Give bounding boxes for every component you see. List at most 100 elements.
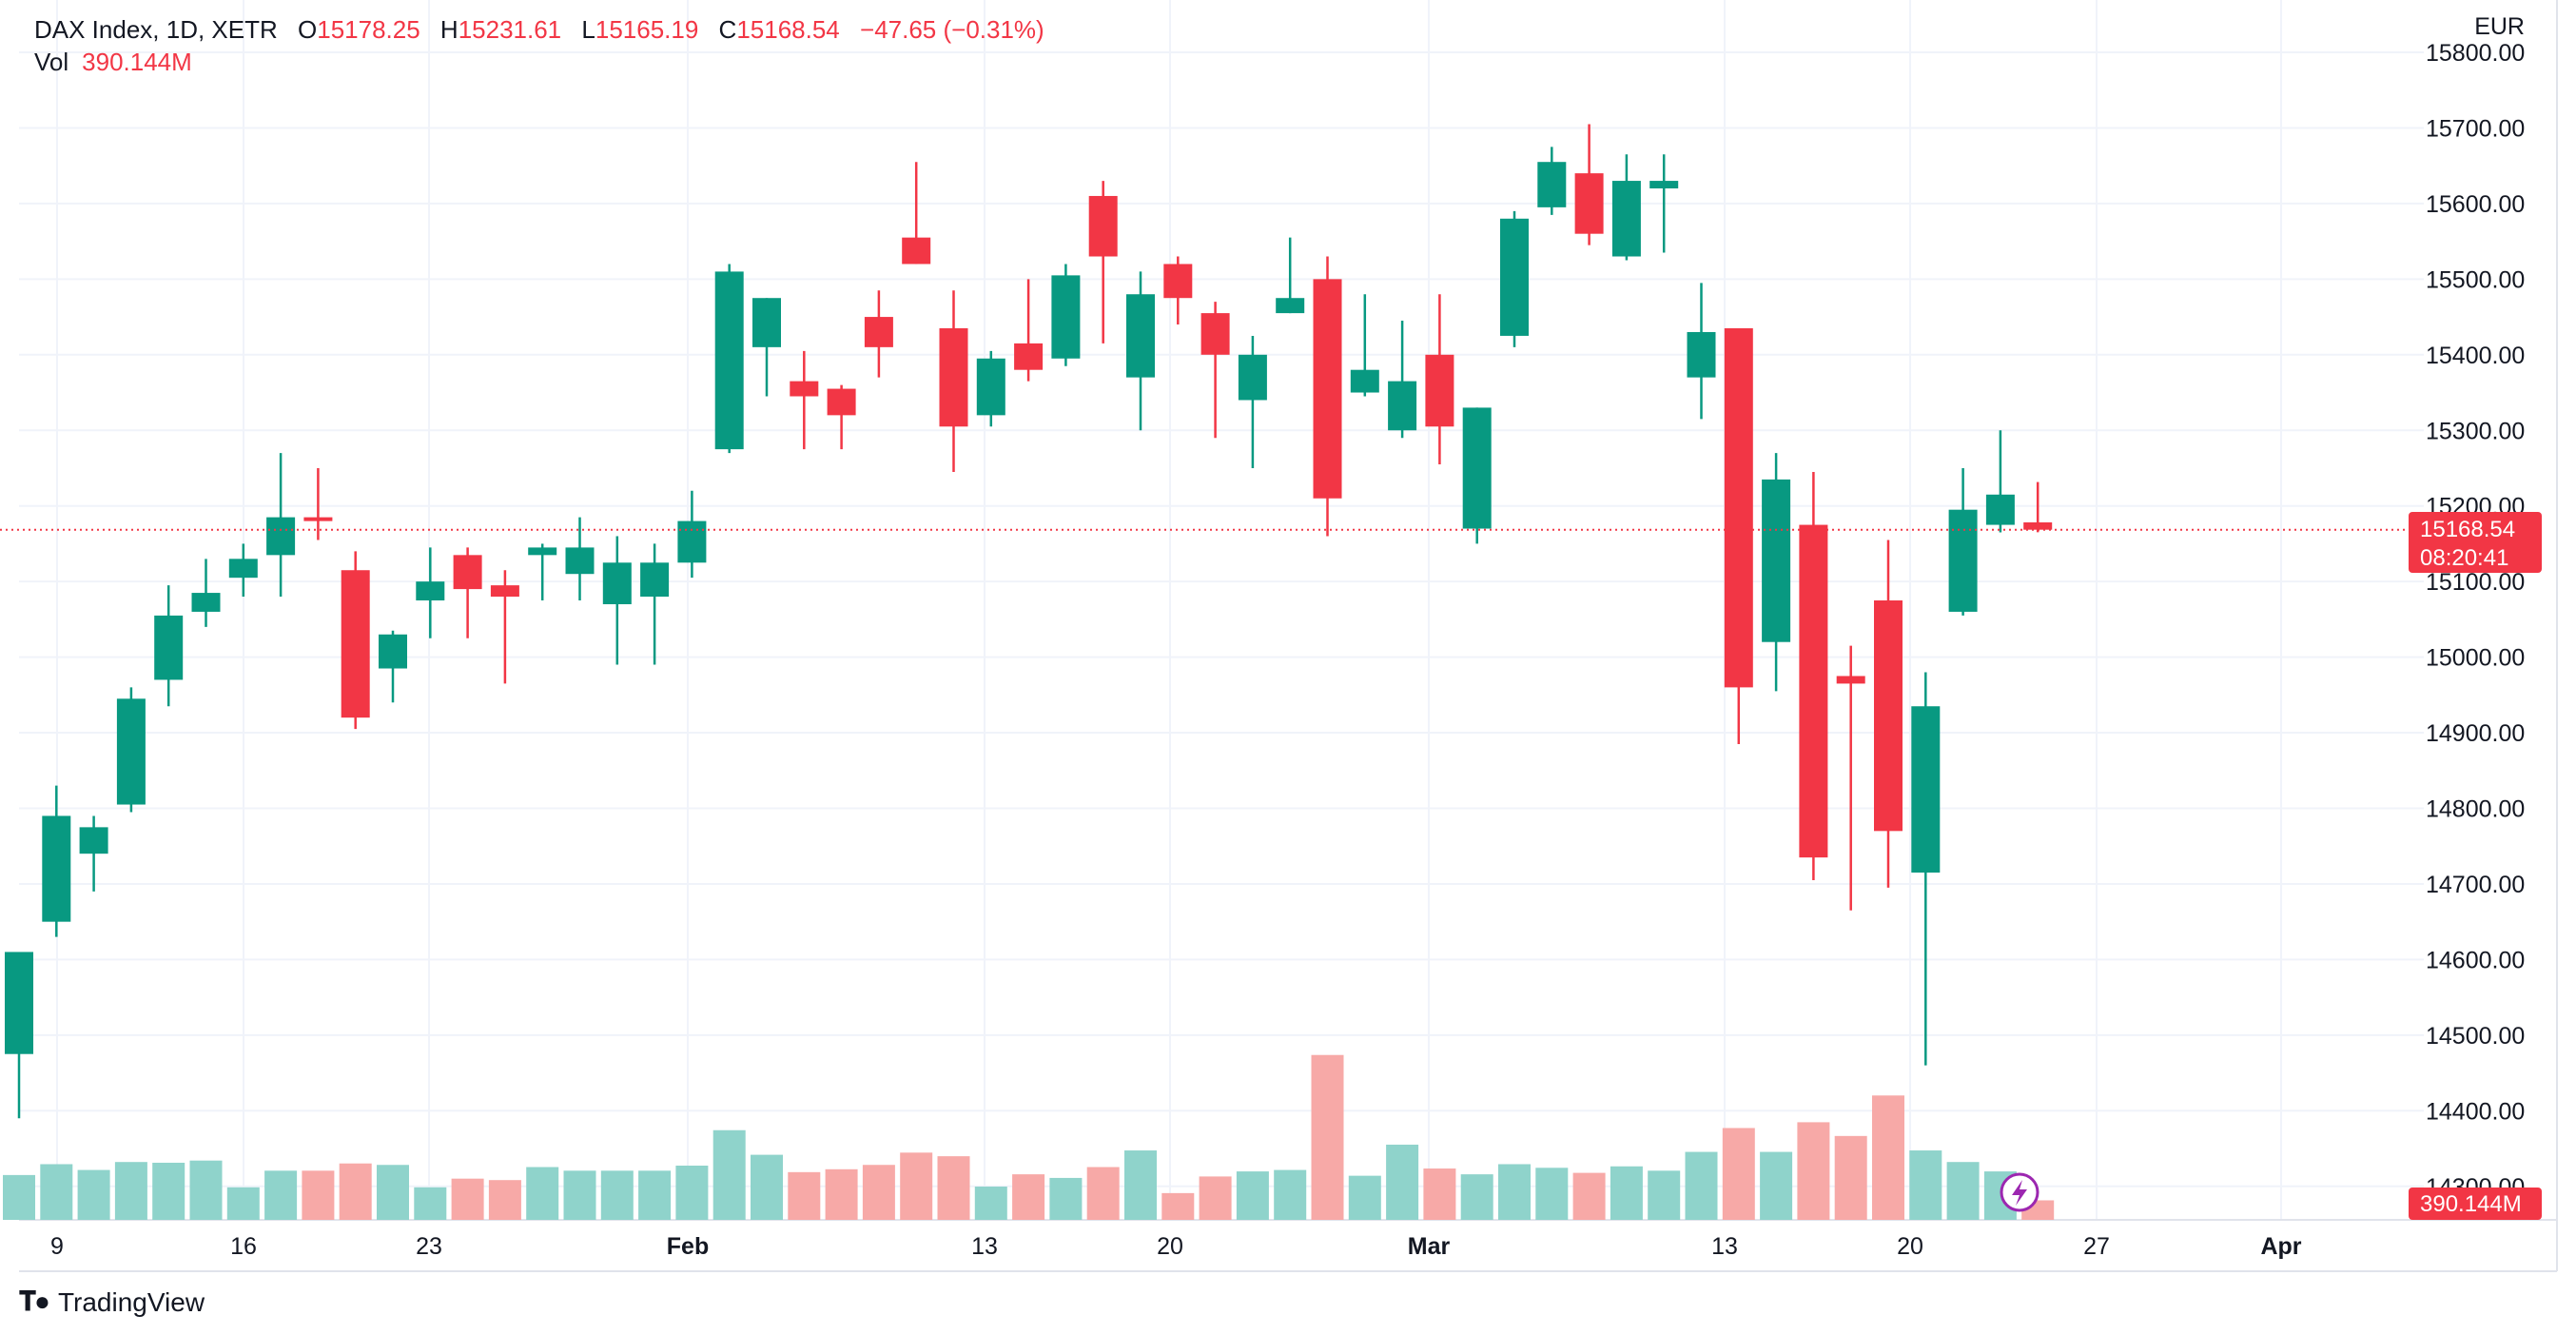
candle[interactable] bbox=[1313, 256, 1342, 537]
volume-bar bbox=[1760, 1151, 1793, 1220]
price-tick-label: 15000.00 bbox=[2426, 645, 2525, 672]
candle[interactable] bbox=[677, 490, 707, 579]
candle[interactable] bbox=[1948, 467, 1978, 616]
candle[interactable] bbox=[1051, 264, 1081, 366]
candle[interactable] bbox=[1388, 321, 1417, 439]
volume-bar bbox=[1012, 1174, 1045, 1220]
candle[interactable] bbox=[1874, 540, 1903, 888]
candle[interactable] bbox=[1911, 672, 1941, 1066]
candle[interactable] bbox=[191, 559, 221, 627]
candle[interactable] bbox=[1126, 271, 1155, 431]
lightning-icon[interactable] bbox=[2000, 1172, 2039, 1212]
candle[interactable] bbox=[1350, 294, 1379, 397]
candle[interactable] bbox=[902, 162, 931, 265]
candle[interactable] bbox=[939, 290, 968, 472]
candle[interactable] bbox=[1500, 210, 1529, 347]
time-tick-label: 27 bbox=[2083, 1233, 2110, 1260]
candle[interactable] bbox=[528, 543, 557, 601]
volume-bar bbox=[862, 1165, 895, 1220]
candle[interactable] bbox=[1836, 645, 1865, 911]
candle[interactable] bbox=[490, 570, 519, 684]
candle[interactable] bbox=[42, 785, 71, 937]
candle-body bbox=[228, 559, 258, 579]
volume-bar bbox=[77, 1169, 110, 1220]
candle[interactable] bbox=[864, 290, 893, 378]
candle[interactable] bbox=[1163, 256, 1193, 325]
candle-body bbox=[1163, 264, 1193, 299]
volume-bar bbox=[900, 1152, 933, 1220]
candle[interactable] bbox=[1574, 124, 1604, 245]
candle[interactable] bbox=[790, 350, 819, 450]
volume-bar bbox=[377, 1165, 409, 1220]
volume-bar bbox=[1722, 1128, 1755, 1220]
candle[interactable] bbox=[1687, 283, 1716, 420]
candle[interactable] bbox=[1762, 453, 1791, 692]
candle[interactable] bbox=[1985, 430, 2015, 533]
candle-body bbox=[864, 317, 893, 347]
volume-bar bbox=[488, 1180, 521, 1220]
candle[interactable] bbox=[453, 547, 482, 638]
candle-body bbox=[1836, 676, 1865, 684]
candle[interactable] bbox=[1611, 154, 1641, 261]
symbol-title[interactable]: DAX Index, 1D, XETR bbox=[34, 15, 278, 44]
brand-footer[interactable]: 𝐓● TradingView bbox=[19, 1286, 205, 1318]
candle[interactable] bbox=[228, 543, 258, 598]
price-tick-label: 15400.00 bbox=[2426, 343, 2525, 369]
volume-bar bbox=[1274, 1169, 1307, 1220]
candle[interactable] bbox=[1462, 407, 1492, 544]
time-axis[interactable]: 9 16 23 Feb 13 20 Mar 13 20 27 Apr bbox=[50, 1233, 2302, 1260]
candle[interactable] bbox=[1724, 327, 1753, 744]
candle[interactable] bbox=[565, 517, 595, 601]
candle[interactable] bbox=[1238, 335, 1267, 468]
volume-bar bbox=[751, 1154, 783, 1220]
price-tick-label: 15600.00 bbox=[2426, 191, 2525, 218]
candle[interactable] bbox=[5, 952, 33, 1119]
candle-body bbox=[1687, 331, 1716, 378]
candle-body bbox=[939, 327, 968, 427]
price-tick-label: 15500.00 bbox=[2426, 266, 2525, 293]
candle[interactable] bbox=[827, 384, 856, 450]
candle-body bbox=[1388, 381, 1417, 431]
volume-label[interactable]: Vol bbox=[34, 48, 69, 76]
candle[interactable] bbox=[976, 350, 1005, 427]
candle[interactable] bbox=[116, 687, 146, 813]
candle[interactable] bbox=[1537, 147, 1567, 215]
price-tick-label: 14400.00 bbox=[2426, 1098, 2525, 1125]
volume-bar bbox=[1460, 1174, 1493, 1220]
candle[interactable] bbox=[1799, 471, 1828, 880]
price-tick-label: 15100.00 bbox=[2426, 569, 2525, 596]
volume-bar bbox=[1648, 1170, 1681, 1220]
candle[interactable] bbox=[1276, 237, 1305, 314]
candle[interactable] bbox=[303, 467, 333, 540]
candle[interactable] bbox=[1649, 154, 1679, 253]
candle[interactable] bbox=[1425, 294, 1454, 465]
ohlc-legend: DAX Index, 1D, XETR O15178.25 H15231.61 … bbox=[34, 13, 1058, 46]
volume-bar bbox=[1834, 1135, 1867, 1220]
candle[interactable] bbox=[379, 630, 407, 703]
candle[interactable] bbox=[416, 547, 445, 638]
candle[interactable] bbox=[79, 815, 108, 892]
candle[interactable] bbox=[714, 264, 744, 454]
candle[interactable] bbox=[1200, 302, 1230, 439]
time-tick-label: 9 bbox=[50, 1233, 64, 1260]
volume-bar bbox=[638, 1170, 672, 1220]
candle-body bbox=[602, 562, 632, 604]
candle[interactable] bbox=[2023, 481, 2053, 533]
candle[interactable] bbox=[266, 453, 296, 598]
volume-bar bbox=[712, 1129, 746, 1220]
candle[interactable] bbox=[1014, 279, 1044, 382]
candle[interactable] bbox=[752, 298, 781, 397]
price-tick-label: 15800.00 bbox=[2426, 40, 2525, 67]
candle[interactable] bbox=[602, 536, 632, 665]
candle[interactable] bbox=[341, 551, 370, 730]
volume-bar bbox=[1946, 1162, 1980, 1220]
candle[interactable] bbox=[154, 585, 184, 707]
candle-body bbox=[416, 581, 445, 601]
price-axis[interactable]: 15800.00 15700.00 15600.00 15500.00 15400.00… bbox=[2426, 40, 2525, 1201]
candle-body bbox=[1276, 298, 1305, 314]
currency-label[interactable]: EUR bbox=[2474, 13, 2525, 40]
candle[interactable] bbox=[1088, 181, 1118, 344]
candle[interactable] bbox=[640, 543, 670, 665]
candle-body bbox=[1762, 479, 1791, 642]
